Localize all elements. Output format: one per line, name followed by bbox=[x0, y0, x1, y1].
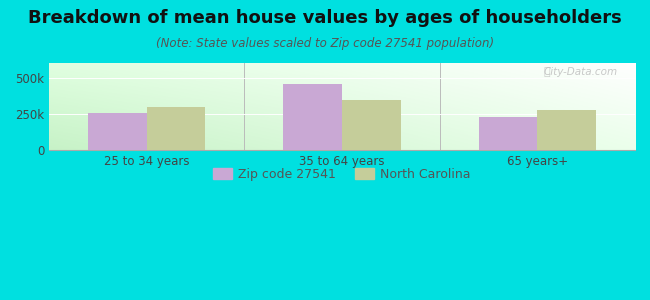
Text: Breakdown of mean house values by ages of householders: Breakdown of mean house values by ages o… bbox=[28, 9, 622, 27]
Text: ⓘ: ⓘ bbox=[543, 67, 550, 77]
Legend: Zip code 27541, North Carolina: Zip code 27541, North Carolina bbox=[209, 163, 476, 186]
Text: City-Data.com: City-Data.com bbox=[543, 68, 618, 77]
Bar bbox=[88, 112, 147, 150]
Bar bbox=[538, 110, 596, 150]
Bar bbox=[479, 117, 538, 150]
Text: (Note: State values scaled to Zip code 27541 population): (Note: State values scaled to Zip code 2… bbox=[156, 38, 494, 50]
Bar bbox=[147, 107, 205, 150]
Bar bbox=[342, 100, 400, 150]
Bar bbox=[283, 84, 342, 150]
